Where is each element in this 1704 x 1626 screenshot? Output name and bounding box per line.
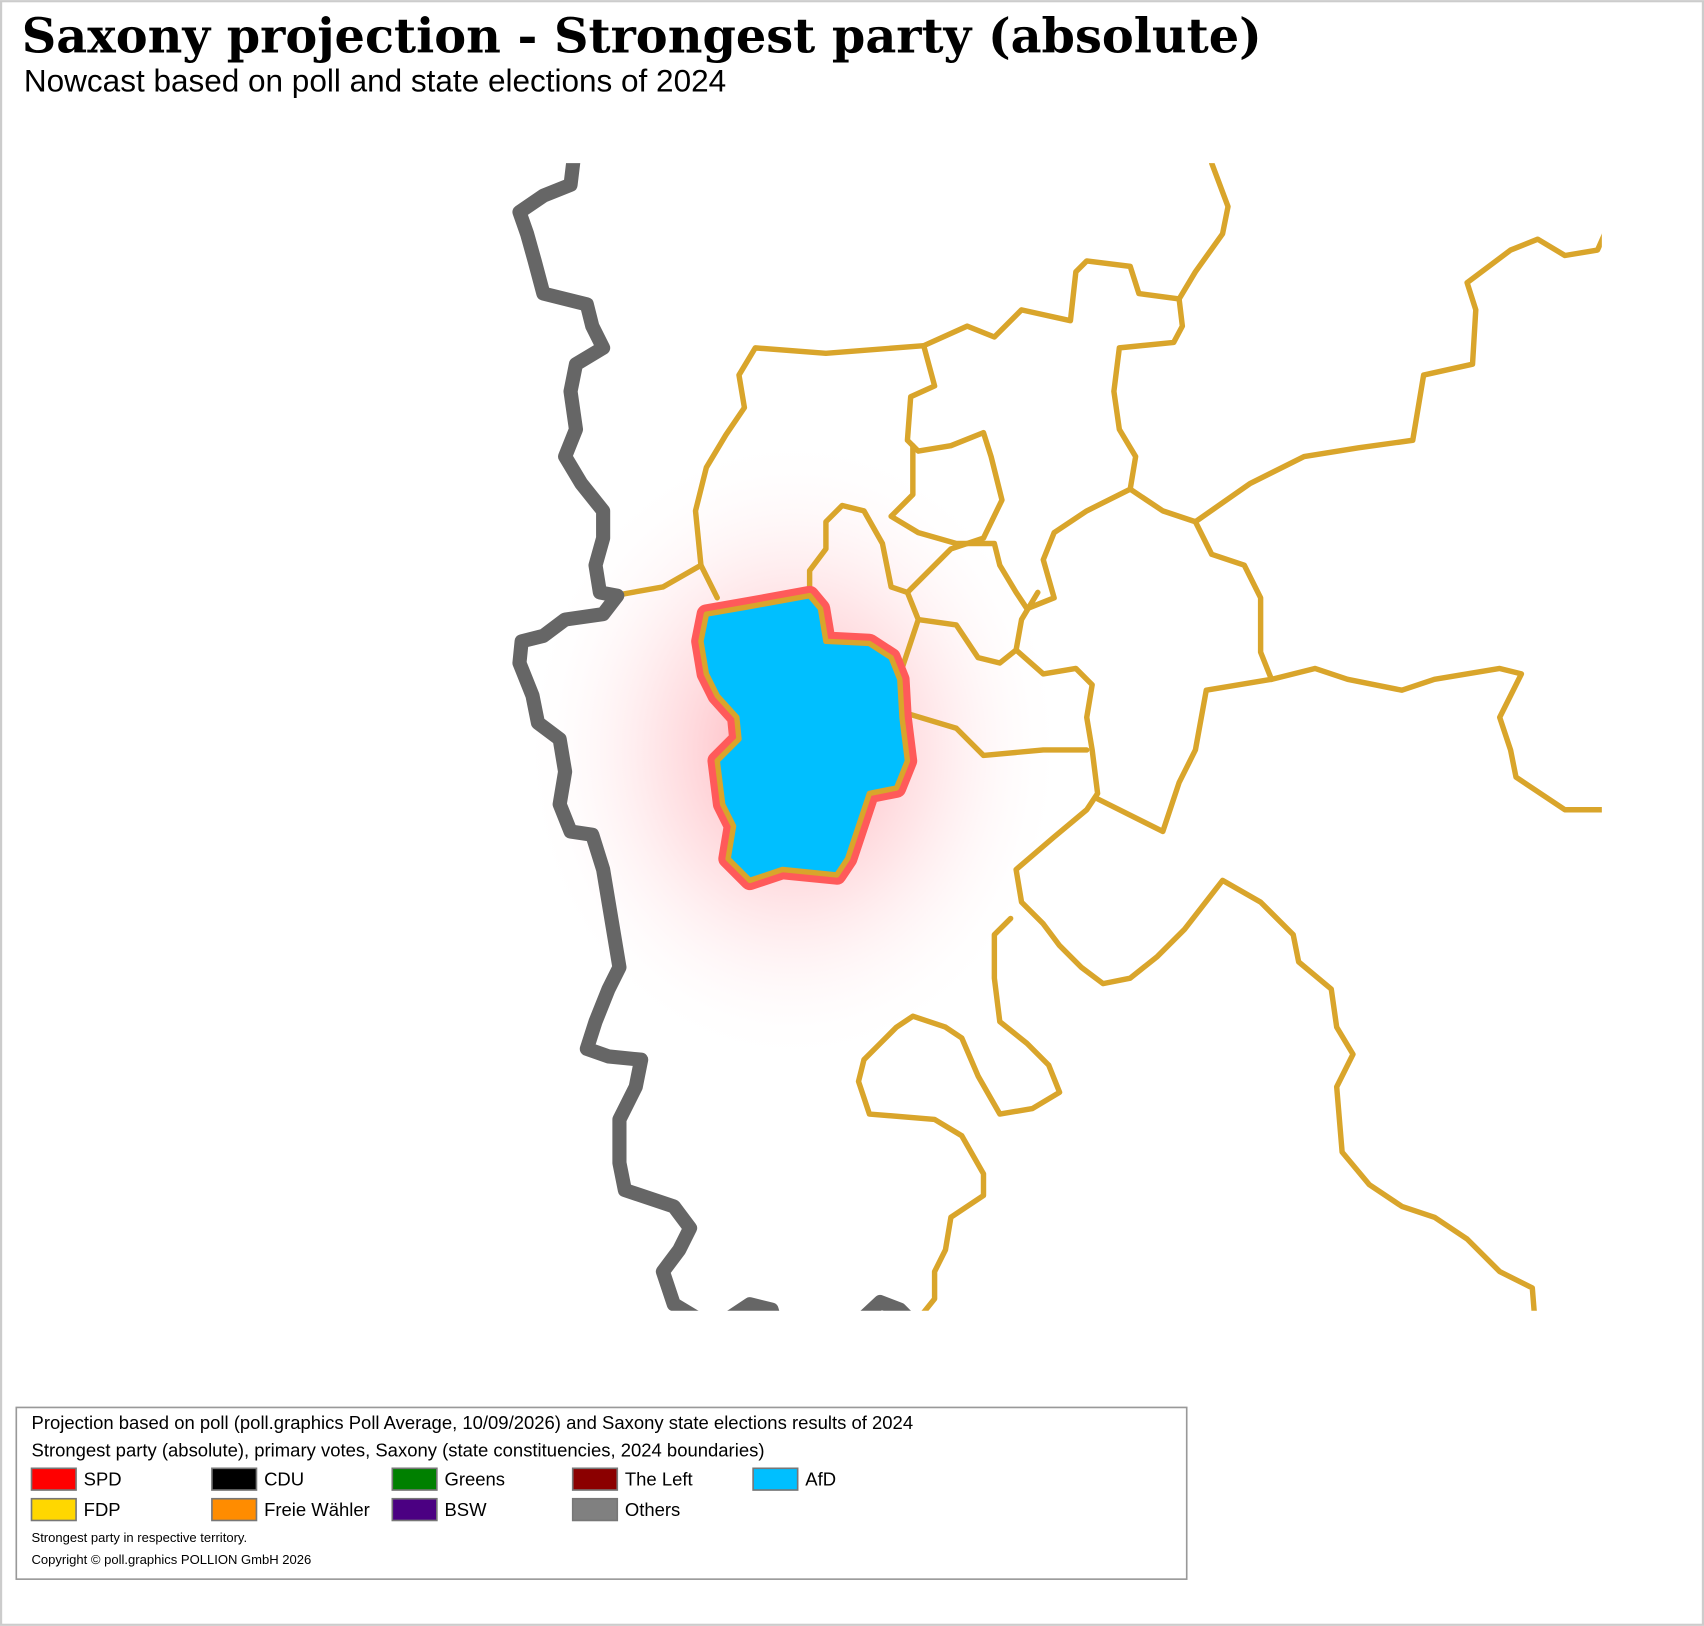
legend-line: Projection based on poll (poll.graphics … — [32, 1412, 914, 1433]
legend-swatch — [752, 1467, 799, 1491]
constituency-border — [806, 502, 987, 599]
constituency-border — [611, 562, 720, 601]
legend-box — [15, 1406, 1188, 1580]
constituency-border — [855, 915, 1063, 1311]
title: Saxony projection - Strongest party (abs… — [22, 8, 1262, 64]
constituency-border — [899, 709, 1090, 759]
legend-label: AfD — [805, 1469, 836, 1490]
legend-swatch — [30, 1467, 77, 1491]
subtitle: Nowcast based on poll and state election… — [24, 62, 726, 98]
constituency[interactable] — [698, 592, 911, 884]
state-border — [727, 1294, 911, 1311]
legend-label: BSW — [444, 1499, 487, 1520]
legend-swatch — [211, 1497, 258, 1522]
constituency-border — [1192, 519, 1602, 813]
constituency-border — [1127, 233, 1602, 525]
legend-label: Freie Wähler — [264, 1499, 370, 1520]
constituency-border — [915, 616, 1537, 1311]
constituency-border — [921, 163, 1231, 349]
legend-line: Strongest party (absolute), primary vote… — [32, 1439, 765, 1460]
constituency-border — [692, 342, 1005, 568]
legend-swatch — [211, 1467, 258, 1491]
legend-swatch — [391, 1467, 438, 1491]
legend-label: The Left — [625, 1469, 693, 1490]
legend-label: CDU — [264, 1469, 304, 1490]
legend: Projection based on poll (poll.graphics … — [15, 1406, 1188, 1580]
map — [512, 163, 1602, 1311]
legend-swatch — [30, 1497, 77, 1522]
legend-swatch — [391, 1497, 438, 1522]
legend-note: Strongest party in respective territory. — [32, 1530, 248, 1545]
legend-label: FDP — [84, 1499, 121, 1520]
legend-note: Copyright © poll.graphics POLLION GmbH 2… — [32, 1552, 312, 1567]
legend-swatch — [571, 1497, 619, 1522]
legend-swatch — [571, 1467, 619, 1491]
legend-label: SPD — [84, 1469, 122, 1490]
legend-label: Others — [625, 1499, 680, 1520]
legend-label: Greens — [444, 1469, 505, 1490]
constituency-border — [1094, 676, 1275, 835]
constituency-border — [888, 296, 1186, 612]
constituency-border — [1013, 589, 1041, 653]
state-border — [512, 163, 699, 1311]
